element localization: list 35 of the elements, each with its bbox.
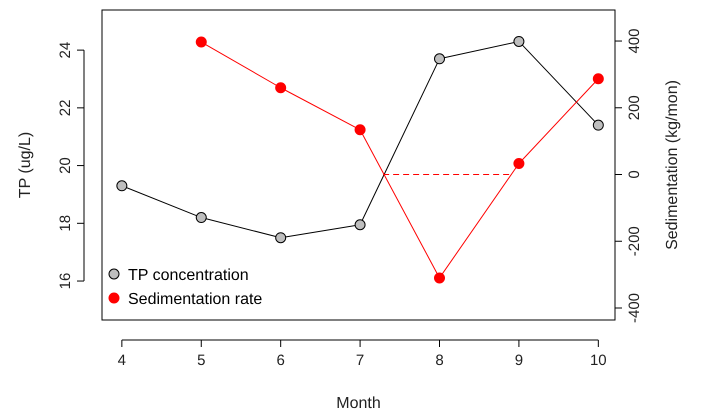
x-tick-label: 7 (356, 352, 364, 369)
y-tick-label: 22 (57, 100, 74, 116)
x-tick-label: 8 (435, 352, 444, 369)
x-tick-label: 9 (514, 352, 524, 369)
y-tick-label: 20 (57, 157, 74, 174)
point (275, 232, 286, 244)
point (354, 124, 366, 136)
y-tick-label: 16 (57, 272, 74, 290)
x-tick-label: 5 (197, 352, 206, 369)
point (116, 180, 128, 192)
y2-tick-label: 0 (626, 170, 643, 179)
point (592, 73, 604, 84)
y2-tick-label: -400 (626, 292, 643, 324)
point (196, 36, 207, 48)
point (592, 120, 604, 131)
point (513, 36, 524, 47)
point (434, 272, 445, 284)
point (513, 158, 524, 169)
y2-tick-label: 200 (626, 95, 643, 120)
y-tick-label: 18 (57, 214, 74, 232)
y-axis-title: TP (ug/L) (17, 132, 34, 198)
legend-label: TP concentration (128, 267, 249, 284)
legend-label: Sedimentation rate (128, 291, 262, 308)
point (275, 82, 286, 94)
y2-axis-title: Sedimentation (kg/mon) (664, 80, 681, 250)
y2-tick-label: -200 (626, 226, 643, 256)
y-tick-label: 24 (57, 42, 74, 58)
x-tick-label: 10 (590, 352, 607, 369)
point (354, 219, 366, 230)
x-tick-label: 6 (276, 352, 285, 369)
point (434, 53, 445, 64)
point (196, 212, 207, 224)
x-tick-label: 4 (118, 352, 126, 369)
y2-tick-label: 400 (626, 28, 643, 54)
x-axis-title: Month (336, 395, 381, 412)
